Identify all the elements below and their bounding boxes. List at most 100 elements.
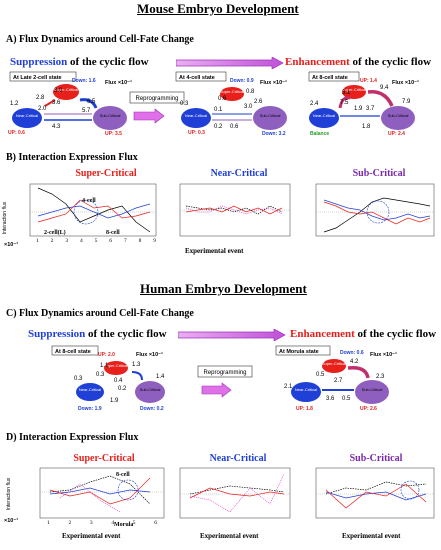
svg-text:5.7: 5.7 [82, 108, 91, 114]
svg-text:Near-Critical: Near-Critical [295, 387, 317, 392]
svg-text:Near-Critical: Near-Critical [313, 113, 335, 118]
section-b-title: B) Interaction Expression Flux [6, 152, 138, 163]
svg-text:1.9: 1.9 [354, 106, 363, 112]
svg-text:4.3: 4.3 [52, 124, 61, 130]
svg-text:3.6: 3.6 [52, 100, 61, 106]
svg-text:1.8: 1.8 [362, 124, 371, 130]
svg-text:0.2: 0.2 [214, 124, 223, 130]
svg-text:Interaction flux: Interaction flux [2, 201, 8, 234]
svg-text:UP: 0.3: UP: 0.3 [188, 130, 205, 136]
svg-text:Super-Critical: Super-Critical [342, 87, 366, 92]
mouse-state1-label: At Late 2-cell state [13, 75, 62, 81]
svg-text:Flux ×10⁻¹: Flux ×10⁻¹ [136, 351, 163, 358]
svg-text:3.0: 3.0 [54, 88, 63, 94]
svg-text:1.1: 1.1 [100, 363, 109, 369]
svg-text:Flux ×10⁻¹: Flux ×10⁻¹ [260, 79, 287, 86]
mouse-panel-near-title: Near-Critical [210, 168, 268, 179]
svg-text:0.8: 0.8 [246, 89, 255, 95]
svg-text:1.2: 1.2 [10, 101, 19, 107]
svg-text:Near-Critical: Near-Critical [79, 387, 101, 392]
svg-text:Flux ×10⁻¹: Flux ×10⁻¹ [105, 79, 132, 86]
svg-text:Down: 0.6: Down: 0.6 [340, 350, 364, 356]
svg-text:1.3: 1.3 [132, 362, 141, 368]
svg-text:0.2: 0.2 [118, 386, 127, 392]
node-near: Near-Critical [16, 113, 38, 118]
mouse-xlabel: Experimental event [185, 247, 244, 255]
svg-text:0.5: 0.5 [342, 396, 351, 402]
human-enhancement-heading: Enhancement of the cyclic flow [290, 328, 437, 340]
svg-text:0.4: 0.4 [114, 378, 123, 384]
mouse-plot-super: Interaction flux 4-cell 2-cell(L) 8-cell… [2, 183, 157, 248]
svg-text:Balance: Balance [310, 131, 329, 137]
mouse-heading-arrow [176, 57, 284, 69]
human-plot-super: Interaction flux 8-cell Morula ×10⁻¹ [4, 467, 165, 528]
human-plot-sub [315, 467, 435, 519]
section-c-title: C) Flux Dynamics around Cell-Fate Change [6, 308, 194, 319]
node-sub: Sub-Critical [100, 113, 121, 118]
svg-text:Down: 1.6: Down: 1.6 [72, 78, 96, 84]
svg-text:Super-Critical: Super-Critical [104, 363, 128, 368]
svg-text:UP: 2.6: UP: 2.6 [360, 406, 377, 412]
mouse-title: Mouse Embryo Development [137, 1, 299, 16]
svg-text:UP: 3.5: UP: 3.5 [105, 131, 122, 137]
svg-text:0.5: 0.5 [316, 372, 325, 378]
svg-text:×10⁻¹: ×10⁻¹ [4, 241, 18, 248]
svg-text:Morula: Morula [114, 522, 133, 528]
svg-text:2.4: 2.4 [310, 101, 319, 107]
svg-text:Down: 3.2: Down: 3.2 [262, 131, 286, 137]
svg-text:0.3: 0.3 [96, 372, 105, 378]
mouse-plot-sub [315, 183, 435, 237]
mouse-plot-near [179, 183, 291, 237]
svg-text:Sub-Critical: Sub-Critical [260, 113, 281, 118]
human-xlabel-3: Experimental event [342, 532, 401, 540]
svg-text:2.8: 2.8 [36, 95, 45, 101]
svg-text:0.3: 0.3 [74, 376, 83, 382]
svg-text:At Morula state: At Morula state [279, 349, 319, 355]
mouse-state-8cell: At 8-cell state Super-Critical Near-Crit… [308, 71, 419, 137]
svg-text:At 4-cell state: At 4-cell state [179, 75, 215, 81]
svg-text:Interaction flux: Interaction flux [6, 477, 12, 510]
svg-text:Down: 0.9: Down: 0.9 [230, 78, 254, 84]
svg-text:4-cell: 4-cell [82, 198, 96, 204]
svg-text:2-cell(L): 2-cell(L) [44, 229, 66, 236]
human-reprogramming: Reprogramming [197, 365, 253, 398]
svg-text:9.4: 9.4 [380, 85, 389, 91]
svg-text:3.7: 3.7 [366, 106, 375, 112]
mouse-panel-sub-title: Sub-Critical [352, 168, 406, 179]
svg-text:8-cell: 8-cell [116, 472, 130, 478]
svg-text:Reprogramming: Reprogramming [203, 370, 246, 376]
svg-text:0.6: 0.6 [230, 124, 239, 130]
mouse-suppression-heading: Suppression of the cyclic flow [10, 56, 149, 68]
section-a-title: A) Flux Dynamics around Cell-Fate Change [6, 34, 194, 45]
svg-text:2.1: 2.1 [284, 384, 293, 390]
human-plot-near [179, 467, 291, 519]
svg-text:Super-Critical: Super-Critical [322, 361, 346, 366]
svg-text:Sub-Critical: Sub-Critical [388, 113, 409, 118]
human-flux-plots: Interaction flux 8-cell Morula ×10⁻¹ [4, 467, 435, 528]
svg-text:Flux ×10⁻¹: Flux ×10⁻¹ [392, 79, 419, 86]
section-d-title: D) Interaction Expression Flux [6, 432, 139, 443]
svg-text:3.6: 3.6 [326, 396, 335, 402]
mouse-flux-plots: Interaction flux 4-cell 2-cell(L) 8-cell… [2, 183, 435, 248]
svg-text:2.7: 2.7 [334, 378, 343, 384]
human-state-8cell: At 8-cell state Super-Critical Near-Crit… [51, 345, 165, 412]
svg-text:At 8-cell state: At 8-cell state [55, 349, 91, 355]
svg-text:8-cell: 8-cell [106, 230, 120, 236]
human-panel-super-title: Super-Critical [73, 453, 135, 464]
svg-text:UP: 0.6: UP: 0.6 [8, 130, 25, 136]
mouse-state-4cell: At 4-cell state Super-Critical Near-Crit… [175, 71, 287, 137]
svg-text:2.3: 2.3 [376, 374, 385, 380]
mouse-state-late2cell: At Late 2-cell state Super-Critical Near… [8, 71, 132, 137]
svg-text:Flux ×10⁻¹: Flux ×10⁻¹ [370, 351, 397, 358]
svg-text:0.3: 0.3 [180, 101, 189, 107]
human-panel-near-title: Near-Critical [209, 453, 267, 464]
svg-text:UP: 2.4: UP: 2.4 [388, 131, 405, 137]
human-suppression-heading: Suppression of the cyclic flow [28, 328, 167, 340]
svg-text:Down: 0.2: Down: 0.2 [140, 406, 164, 412]
svg-text:2.6: 2.6 [254, 99, 263, 105]
svg-text:Reprogramming: Reprogramming [135, 96, 178, 102]
svg-text:6.5: 6.5 [87, 99, 96, 105]
svg-text:Super-Critical: Super-Critical [220, 89, 244, 94]
svg-text:1.9: 1.9 [110, 398, 119, 404]
